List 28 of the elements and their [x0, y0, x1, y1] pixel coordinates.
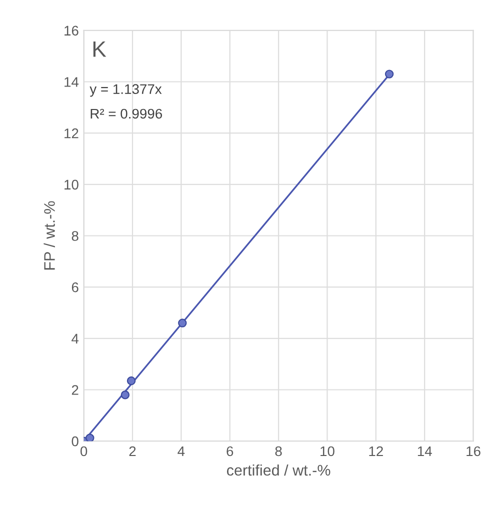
point [384, 70, 394, 78]
x-tick-label: 14 [418, 446, 432, 456]
y-tick-label: 2 [72, 385, 78, 395]
x-tick-label: 8 [275, 446, 282, 456]
annotation: R² = 0.9996 [90, 108, 162, 119]
point [126, 376, 136, 386]
x-tick-label: 4 [178, 446, 185, 456]
x-tick-label: 10 [320, 446, 334, 456]
point [86, 434, 94, 442]
y-tick-label: 14 [64, 77, 79, 87]
x-axis-title: certified / wt.-% [226, 464, 330, 476]
point [178, 318, 187, 328]
x-tick-label: 16 [466, 446, 480, 456]
annotation: K [93, 42, 106, 57]
x-tick-label: 6 [226, 446, 234, 456]
point [120, 390, 130, 400]
y-tick-label: 12 [64, 128, 78, 138]
x-tick-label: 12 [369, 446, 383, 456]
y-tick-label: 16 [64, 26, 78, 36]
annotation: y = 1.1377x [90, 84, 162, 97]
y-axis-title: FP / wt.-% [44, 201, 55, 270]
y-tick-label: 0 [72, 436, 78, 446]
y-tick-label: 4 [72, 334, 79, 344]
y-tick-label: 8 [72, 231, 78, 241]
y-tick-label: 10 [64, 180, 78, 190]
x-tick-label: 0 [80, 446, 88, 456]
y-tick-label: 6 [72, 282, 78, 292]
x-tick-label: 2 [129, 446, 136, 456]
